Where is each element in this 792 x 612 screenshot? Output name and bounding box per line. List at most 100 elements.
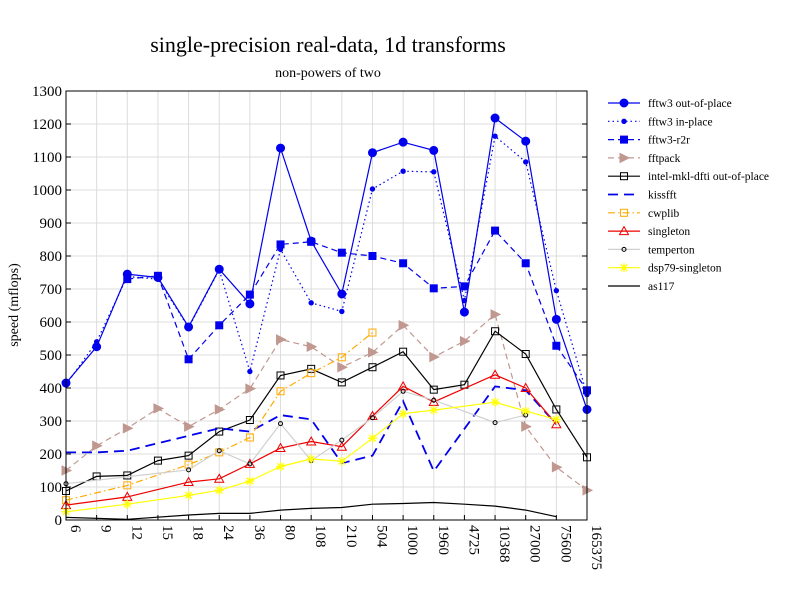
x-tick-label: 36	[251, 525, 267, 541]
data-point	[399, 347, 408, 356]
data-point	[278, 421, 284, 427]
legend-entry: fftpack	[608, 152, 681, 165]
data-point	[491, 327, 500, 336]
data-point	[92, 440, 103, 452]
data-point	[185, 324, 192, 331]
x-tick-label: 12	[128, 525, 144, 540]
data-point	[552, 341, 561, 350]
data-point	[215, 427, 224, 436]
chart-title: single-precision real-data, 1d transform…	[150, 32, 506, 57]
legend-entry: dsp79-singleton	[608, 263, 722, 275]
data-point	[460, 282, 469, 291]
data-point	[306, 454, 316, 464]
data-point	[153, 403, 165, 414]
data-point	[551, 314, 561, 324]
data-point	[275, 442, 286, 453]
data-point	[521, 421, 532, 432]
y-tick-label: 700	[40, 282, 63, 298]
data-point	[183, 476, 194, 487]
legend-label: singleton	[648, 226, 690, 238]
data-point	[184, 355, 193, 364]
data-point	[247, 368, 253, 375]
legend-entry: singleton	[608, 225, 690, 238]
data-point	[276, 143, 286, 153]
data-point	[337, 289, 347, 299]
data-point	[490, 113, 500, 123]
data-point	[490, 397, 500, 407]
series-line	[65, 374, 557, 506]
data-point	[123, 481, 132, 490]
legend-label: as117	[648, 281, 675, 293]
data-point	[491, 226, 500, 235]
y-tick-label: 500	[40, 348, 63, 364]
data-point	[521, 259, 530, 268]
data-point	[399, 259, 408, 268]
y-tick-label: 800	[40, 249, 63, 265]
grid	[65, 90, 588, 521]
series-line	[65, 390, 526, 485]
y-tick-label: 1200	[32, 117, 62, 133]
data-point	[93, 339, 100, 345]
data-point	[307, 364, 316, 373]
x-tick-label: 6	[67, 525, 83, 533]
data-point	[551, 414, 561, 424]
plot-frame	[65, 90, 588, 521]
data-point	[459, 335, 471, 347]
x-tick-label: 18	[190, 525, 206, 540]
data-point	[245, 290, 254, 299]
data-point	[459, 307, 469, 317]
data-point	[369, 415, 375, 421]
legend-label: fftw3 out-of-place	[648, 98, 732, 110]
data-point	[122, 422, 134, 434]
data-point	[398, 319, 410, 331]
data-point	[523, 159, 529, 165]
legend-marker	[619, 98, 629, 108]
y-tick-label: 900	[40, 216, 63, 232]
y-tick-label: 100	[40, 480, 63, 496]
legend-entry: as117	[608, 281, 675, 293]
data-point	[276, 334, 287, 345]
y-axis-label: speed (mflops)	[7, 263, 22, 347]
data-point	[521, 136, 531, 146]
data-point	[337, 456, 347, 466]
x-tick-label: 165375	[588, 525, 604, 570]
series-fftpack	[61, 309, 594, 496]
x-tick-label: 10368	[496, 525, 512, 563]
legend-label: fftpack	[648, 153, 681, 165]
data-point	[216, 267, 222, 273]
data-point	[521, 406, 531, 416]
legend-entry: fftw3 in-place	[608, 116, 713, 128]
series-line	[65, 401, 557, 513]
series-intel-mkl-dfti-out-of-place	[62, 327, 591, 495]
series-line	[65, 135, 588, 395]
legend-entry: fftw3-r2r	[608, 135, 690, 147]
legend-label: fftw3-r2r	[648, 135, 690, 147]
legend-label: kissfft	[648, 190, 677, 202]
data-point	[367, 433, 377, 443]
data-point	[429, 284, 438, 293]
legend-entry: kissfft	[608, 190, 677, 202]
data-point	[489, 369, 501, 379]
data-point	[153, 271, 162, 280]
data-point	[245, 433, 254, 442]
legend-marker	[620, 208, 628, 217]
data-point	[553, 287, 560, 294]
legend-marker	[620, 172, 628, 181]
legend-label: cwplib	[648, 208, 680, 220]
data-point	[306, 341, 318, 353]
x-tick-label: 210	[343, 525, 359, 548]
data-point	[247, 461, 253, 467]
data-point	[336, 441, 348, 451]
y-tick-label: 400	[40, 381, 63, 397]
data-point	[245, 299, 255, 309]
data-point	[368, 252, 377, 260]
data-point	[216, 448, 222, 454]
series-line	[65, 501, 557, 520]
data-point	[398, 137, 408, 147]
data-point	[429, 351, 440, 363]
data-point	[337, 378, 346, 387]
x-tick-label: 9	[98, 525, 114, 533]
data-point	[429, 145, 439, 155]
legend-label: temperton	[648, 244, 695, 256]
